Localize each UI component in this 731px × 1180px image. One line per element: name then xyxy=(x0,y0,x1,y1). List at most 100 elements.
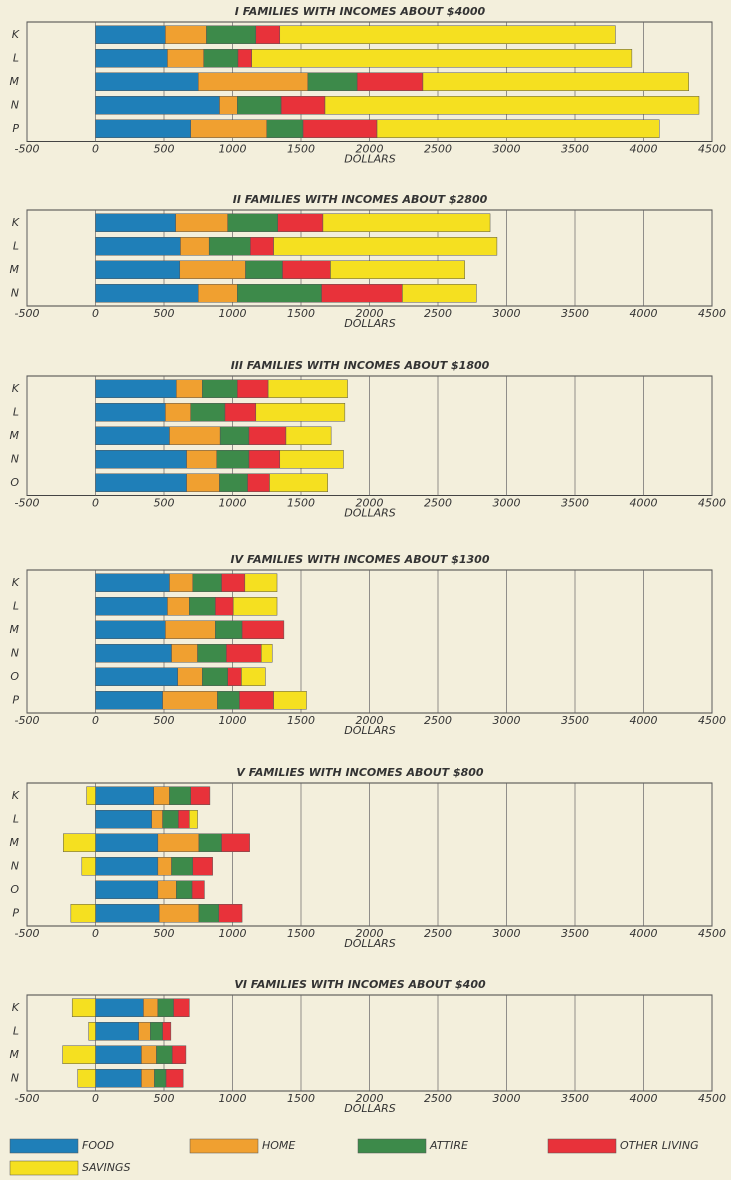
x-tick-label: 2500 xyxy=(424,927,452,940)
y-tick-label: O xyxy=(10,670,19,683)
x-tick-label: 4500 xyxy=(698,1092,726,1105)
bar-segment xyxy=(237,379,269,398)
bar-segment xyxy=(219,96,238,115)
bar-segment xyxy=(215,620,243,639)
bar-segment xyxy=(95,691,163,710)
bar-segment xyxy=(255,403,346,422)
bar-segment xyxy=(95,426,170,445)
bar-segment xyxy=(95,1045,142,1064)
x-tick-label: 2500 xyxy=(424,714,452,727)
bar-segment xyxy=(95,857,159,876)
bar-segment xyxy=(179,260,246,279)
x-tick-label: 1500 xyxy=(287,927,315,940)
x-tick-label: 2000 xyxy=(356,497,384,510)
bar-segment xyxy=(88,1022,96,1041)
x-axis-label: DOLLARS xyxy=(344,724,396,737)
bar-segment xyxy=(86,786,96,805)
bar-segment xyxy=(273,691,307,710)
bar-segment xyxy=(177,667,203,686)
y-tick-label: M xyxy=(10,75,20,88)
bar-segment xyxy=(81,857,96,876)
bar-segment xyxy=(157,880,177,899)
bar-segment xyxy=(189,810,198,829)
bar-segment xyxy=(422,72,689,91)
bar-segment xyxy=(241,620,285,639)
bar-segment xyxy=(203,49,239,68)
bar-segment xyxy=(70,904,96,923)
y-tick-label: O xyxy=(10,883,19,896)
bar-segment xyxy=(285,426,332,445)
x-axis-label: DOLLARS xyxy=(344,937,396,950)
x-tick-label: 4500 xyxy=(698,143,726,156)
x-tick-label: 3500 xyxy=(561,714,589,727)
x-tick-label: 3500 xyxy=(561,497,589,510)
bar-segment xyxy=(282,260,331,279)
bar-segment xyxy=(321,284,403,303)
bar-segment xyxy=(95,786,154,805)
bar-segment xyxy=(279,25,616,44)
x-tick-label: -500 xyxy=(15,714,40,727)
x-axis-label: DOLLARS xyxy=(344,507,396,520)
x-tick-label: 4000 xyxy=(630,714,658,727)
x-tick-label: 1500 xyxy=(287,714,315,727)
bar-segment xyxy=(71,998,96,1017)
x-tick-label: 500 xyxy=(154,307,175,320)
bar-segment xyxy=(153,786,170,805)
bar-segment xyxy=(191,880,205,899)
y-tick-label: M xyxy=(10,836,20,849)
bar-segment xyxy=(95,880,159,899)
x-tick-label: 0 xyxy=(92,927,99,940)
bar-segment xyxy=(150,1022,163,1041)
bar-segment xyxy=(176,880,193,899)
y-tick-label: L xyxy=(13,405,19,418)
x-tick-label: 3500 xyxy=(561,1092,589,1105)
y-tick-label: K xyxy=(12,1001,20,1014)
bar-segment xyxy=(219,426,250,445)
x-tick-label: 0 xyxy=(92,307,99,320)
bar-segment xyxy=(247,473,270,492)
bar-segment xyxy=(95,284,199,303)
bar-segment xyxy=(190,119,267,138)
x-tick-label: 2000 xyxy=(356,143,384,156)
bar-segment xyxy=(206,25,257,44)
x-tick-label: 3000 xyxy=(493,714,521,727)
x-tick-label: 500 xyxy=(154,497,175,510)
bar-segment xyxy=(224,403,257,422)
panel-title: II FAMILIES WITH INCOMES ABOUT $2800 xyxy=(233,193,488,206)
x-tick-label: 2000 xyxy=(356,714,384,727)
bar-segment xyxy=(156,1045,173,1064)
x-tick-label: 2500 xyxy=(424,307,452,320)
bar-segment xyxy=(255,25,281,44)
bar-segment xyxy=(402,284,477,303)
panel-title: I FAMILIES WITH INCOMES ABOUT $4000 xyxy=(235,5,486,18)
bar-segment xyxy=(95,379,177,398)
x-tick-label: 1000 xyxy=(219,497,247,510)
bar-segment xyxy=(218,904,243,923)
legend-label: SAVINGS xyxy=(82,1161,130,1174)
bar-segment xyxy=(180,237,210,256)
legend-swatch xyxy=(357,1138,427,1154)
bar-segment xyxy=(186,450,217,469)
x-tick-label: 1000 xyxy=(219,1092,247,1105)
bar-segment xyxy=(244,573,278,592)
bar-segment xyxy=(138,1022,151,1041)
y-tick-label: K xyxy=(12,576,20,589)
x-tick-label: 1500 xyxy=(287,497,315,510)
bar-segment xyxy=(95,25,166,44)
bar-segment xyxy=(251,49,633,68)
x-tick-label: -500 xyxy=(15,497,40,510)
bar-segment xyxy=(217,691,240,710)
bar-segment xyxy=(261,644,273,663)
bar-segment xyxy=(165,620,216,639)
bar-segment xyxy=(162,691,218,710)
x-tick-label: 3000 xyxy=(493,1092,521,1105)
y-tick-label: P xyxy=(12,693,19,706)
x-axis-label: DOLLARS xyxy=(344,153,396,166)
bar-segment xyxy=(219,473,248,492)
bar-segment xyxy=(169,786,191,805)
x-tick-label: -500 xyxy=(15,307,40,320)
bar-segment xyxy=(95,644,172,663)
bar-segment xyxy=(277,213,324,232)
x-tick-label: 4000 xyxy=(630,1092,658,1105)
